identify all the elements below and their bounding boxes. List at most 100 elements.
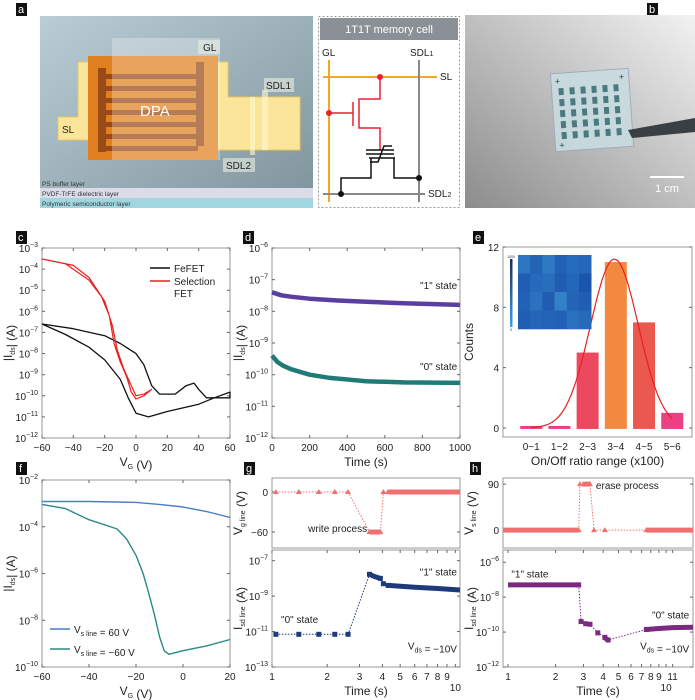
series-line [41,258,153,400]
x-tick-label: 2~3 [579,442,596,453]
electrode-dot [560,120,567,129]
panel-label-d: d [245,232,251,244]
x-tick-label: 9 [656,672,662,683]
selection-transistor-icon [329,77,381,150]
chart-d: 10−12 10−11 10−10 10−9 10−8 10−7 10−6 0 200 400 60… [231,242,472,469]
panel-label-c-box [16,231,27,244]
x-axis-label: Time (s) [576,684,620,698]
y-tick-label: 10−7 [249,274,268,287]
heatmap-cell [542,273,555,293]
x-tick-label: 800 [414,443,431,454]
data-point-square [345,631,351,637]
y-tick-label: 10−2 [19,474,38,487]
y-tick-label: 10−11 [246,626,269,639]
heatmap-cell [579,255,592,274]
data-point-triangle [331,489,338,494]
x-tick-label: 40 [193,443,205,454]
y-tick-label: 10−6 [249,242,268,255]
x-tick-label: 1 [269,672,275,683]
annotation: "1" state [420,281,458,292]
annotation: "0" state [420,362,458,373]
layer-label-pvdf: PVDF-TrFE dielectric layer [42,191,120,198]
annotation: Vds = −10V [408,641,457,655]
heatmap-cell [518,310,531,330]
y-axis-label: Vg line (V) [231,491,248,535]
x-tick-label: 200 [301,443,318,454]
series-line [388,582,461,593]
panel-label-g: g [246,463,252,475]
heatmap-cell [566,310,580,330]
heatmap-cell [554,310,568,330]
annotation: Vds = −10V [640,642,689,656]
x-tick-label: 4~5 [636,442,653,453]
y-tick-label: 10−6 [19,568,38,581]
x-tick-label: 60 [224,443,236,454]
circuit-sdl2-label: SDL2 [428,189,451,200]
series-line [270,354,461,386]
y-tick-label: 10−9 [19,369,38,382]
x-axis-label: Time (s) [344,455,388,469]
heatmap-cell [530,292,543,311]
plot-frame [271,247,461,439]
bar-5~6 [661,412,684,429]
heatmap-cell [566,292,580,311]
legend-label: Vs line = −60 V [74,645,135,659]
x-tick-label: 8 [648,672,654,683]
electrode-dot [572,131,578,139]
y-tick-label: 0 [493,526,499,537]
series-1 [368,572,382,581]
panel-label-h-box [470,462,481,475]
x-axis-label: On/Off ratio range (x100) [531,454,664,468]
x-tick-label: 20 [224,672,236,683]
electrode-dot [603,106,610,115]
x-tick-label: 10 [661,683,673,694]
x-tick-label: 4 [380,672,386,683]
y-tick-label: 10−8 [249,305,268,318]
electrode-dot [569,87,575,95]
electrode-dot [559,98,565,107]
chart-e: 0 4 8 12 0~1 1~2 2~3 3~4 4~5 5~6On/Off ratio rang… [462,243,693,468]
y-axis-label: |Ids| (A) [1,325,18,361]
data-point-square [583,621,589,627]
plot-frame [271,477,461,549]
panel-a-device-image: GL DPA SL SDL1 SDL2 PS buffer layer PVDF… [40,16,313,208]
y-axis-label: |Ids| (A) [1,555,18,591]
x-tick-label: 2 [553,672,559,683]
panel-label-e: e [475,232,481,244]
y-tick-label: 0 [262,488,268,499]
dpa-label: DPA [140,103,170,120]
panel-label-b-box [647,3,658,16]
heatmap-cell [530,273,543,293]
data-point-square [587,621,593,627]
memory-cell-circuit: 1T1T memory cell GL SDL1 SL SDL2 [318,16,460,208]
panel-label-h: h [472,463,478,475]
x-tick-label: −20 [96,443,113,454]
junction-dot [326,110,332,116]
x-tick-label: 3 [581,672,587,683]
x-tick-label: −20 [128,672,145,683]
interdigitated-electrodes [98,62,204,152]
electrode-dot [558,87,564,96]
electrode-dot [615,117,622,125]
electrode-dot [613,84,619,92]
data-point-square [332,631,338,637]
y-axis-label: Isd line (A) [462,587,479,630]
scale-bar-label: 1 cm [655,183,679,195]
data-point-triangle [272,489,279,494]
x-tick-label: 3~4 [607,442,624,453]
series-line [41,323,231,418]
electrode-dot [614,106,621,114]
charts: 10−1210−1110−1010−910−810−710−610−510−41… [1,242,694,700]
electrode-dot [592,107,599,115]
chart-f: 10−10 10−8 10−6 10−4 10−2 −60 −40 −20 0 20 VG (V) |… [1,474,236,700]
electrode-dot [602,84,608,93]
plot-frame [502,477,694,549]
series-2 [388,582,461,593]
annotation: "0" state [281,615,319,626]
sdl1-label: SDL1 [266,81,291,92]
electrode-dot [594,129,600,137]
y-tick-label: 10−7 [249,555,268,568]
panel-label-e-box [473,231,484,244]
